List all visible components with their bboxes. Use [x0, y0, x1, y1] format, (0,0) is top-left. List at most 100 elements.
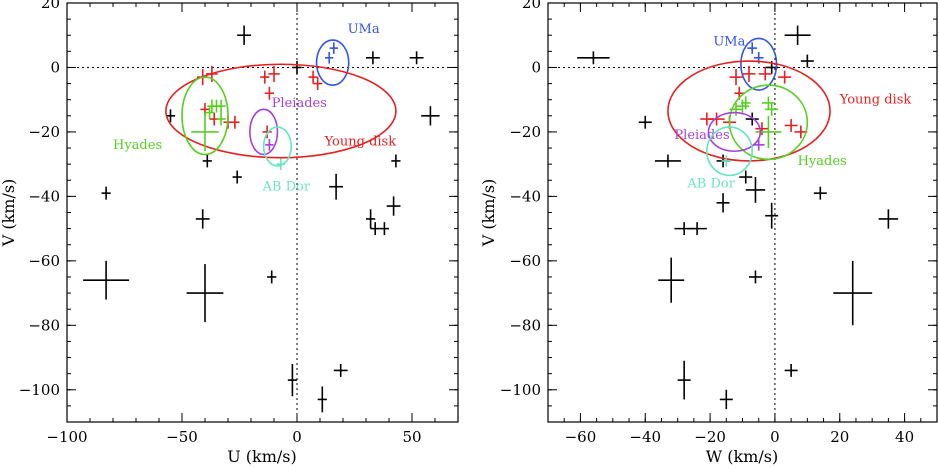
- field-star-point: [654, 154, 681, 168]
- x-tick-label: −60: [565, 428, 597, 446]
- y-tick-label: 20: [41, 0, 60, 12]
- y-axis-label: V (km/s): [479, 179, 498, 248]
- young-disk-ellipse: [165, 63, 397, 159]
- field-star-point: [83, 260, 130, 300]
- y-tick-label: 20: [522, 0, 541, 12]
- x-tick-label: 0: [292, 428, 302, 446]
- y-tick-label: −40: [509, 187, 541, 205]
- hyades-point: [207, 99, 217, 113]
- hyades-ellipse: [728, 84, 809, 161]
- field-star-point: [267, 270, 277, 284]
- field-star-point: [333, 363, 348, 377]
- field-star-point: [577, 51, 610, 65]
- young-disk-label: Young disk: [324, 135, 397, 150]
- field-star-point: [800, 54, 814, 68]
- young-disk-point: [784, 119, 798, 132]
- hyades-point: [216, 99, 226, 113]
- y-tick-label: −100: [19, 381, 60, 399]
- field-star-point: [386, 196, 401, 216]
- field-star-point: [292, 61, 302, 74]
- uma-point: [325, 51, 334, 64]
- ab-dor-point: [721, 155, 732, 167]
- uma-point: [329, 42, 338, 54]
- hyades-ellipse: [181, 76, 229, 156]
- field-star-point: [409, 51, 424, 65]
- chart-panel-2: −60 −40 −20 0 20 40 −100 −80 −60 −40 −20 0 20 W (km/s…: [479, 0, 938, 466]
- field-star-point: [237, 25, 251, 45]
- hyades-label: Hyades: [798, 154, 847, 169]
- x-tick-label: 20: [830, 428, 849, 446]
- y-tick-label: 0: [531, 58, 541, 76]
- field-star-point: [287, 363, 297, 397]
- x-tick-label: 40: [895, 428, 914, 446]
- young-disk-point: [700, 112, 714, 126]
- field-star-point: [186, 264, 224, 323]
- field-star-point: [677, 360, 691, 400]
- young-disk-point: [230, 115, 240, 129]
- young-disk-point: [268, 65, 280, 82]
- y-tick-label: 0: [50, 58, 60, 76]
- hyades-point: [729, 102, 743, 116]
- hyades-point: [205, 106, 215, 120]
- field-star-point: [687, 222, 707, 236]
- ab-dor-point: [276, 158, 286, 170]
- chart-panel-1: −100 −50 0 50 −100 −80 −60 −40 −20 0 20 U (km/s) V (…: [0, 0, 459, 466]
- field-star-point: [748, 270, 762, 284]
- field-star-point: [329, 173, 343, 200]
- y-tick-label: −60: [28, 252, 60, 270]
- field-star-point: [101, 186, 111, 200]
- field-star-point: [739, 170, 753, 184]
- young-disk-label: Young disk: [839, 93, 912, 108]
- field-star-point: [833, 260, 873, 326]
- young-disk-point: [729, 69, 743, 86]
- hyades-point: [761, 96, 775, 110]
- young-disk-point: [308, 70, 318, 84]
- field-star-point: [765, 202, 779, 229]
- y-tick-label: −80: [28, 316, 60, 334]
- x-axis-label: U (km/s): [227, 447, 297, 466]
- field-star-point: [658, 257, 685, 303]
- young-disk-point: [778, 70, 792, 84]
- x-tick-label: 0: [770, 428, 780, 446]
- y-tick-label: −20: [509, 123, 541, 141]
- hyades-point: [765, 102, 779, 116]
- field-star-point: [719, 389, 733, 410]
- y-tick-label: −60: [509, 252, 541, 270]
- field-star-point: [745, 177, 766, 203]
- field-star-point: [370, 222, 380, 236]
- ab-dor-label: AB Dor: [262, 180, 311, 195]
- x-axis-label: W (km/s): [706, 447, 778, 466]
- hyades-point: [736, 99, 749, 113]
- young-disk-point: [794, 125, 808, 139]
- pleiades-ellipse: [707, 111, 762, 153]
- field-star-point: [379, 222, 389, 236]
- pleiades-label: Pleiades: [674, 128, 729, 143]
- uma-ellipse: [315, 39, 350, 86]
- ab-dor-ellipse: [706, 126, 754, 177]
- young-disk-point: [262, 125, 272, 139]
- y-tick-label: −100: [500, 381, 541, 399]
- x-tick-label: −50: [166, 428, 198, 446]
- young-disk-point: [260, 70, 270, 84]
- field-star-point: [366, 209, 376, 229]
- field-star-point: [716, 193, 730, 213]
- young-disk-point: [755, 122, 769, 136]
- pleiades-point: [265, 139, 274, 151]
- field-star-point: [202, 154, 212, 168]
- y-tick-label: −80: [509, 316, 541, 334]
- field-star-point: [391, 154, 401, 168]
- plot-frame: [547, 2, 938, 423]
- young-disk-point: [742, 65, 756, 82]
- hyades-point: [191, 112, 219, 152]
- x-tick-label: −40: [629, 428, 661, 446]
- hyades-point: [216, 112, 226, 126]
- field-star-point: [232, 170, 242, 184]
- field-star-point: [784, 363, 798, 377]
- uma-label: UMa: [713, 35, 745, 50]
- hyades-point: [740, 96, 751, 110]
- pleiades-point: [752, 139, 765, 151]
- hyades-label: Hyades: [113, 138, 162, 153]
- field-star-point: [195, 209, 210, 229]
- uma-label: UMa: [348, 22, 380, 37]
